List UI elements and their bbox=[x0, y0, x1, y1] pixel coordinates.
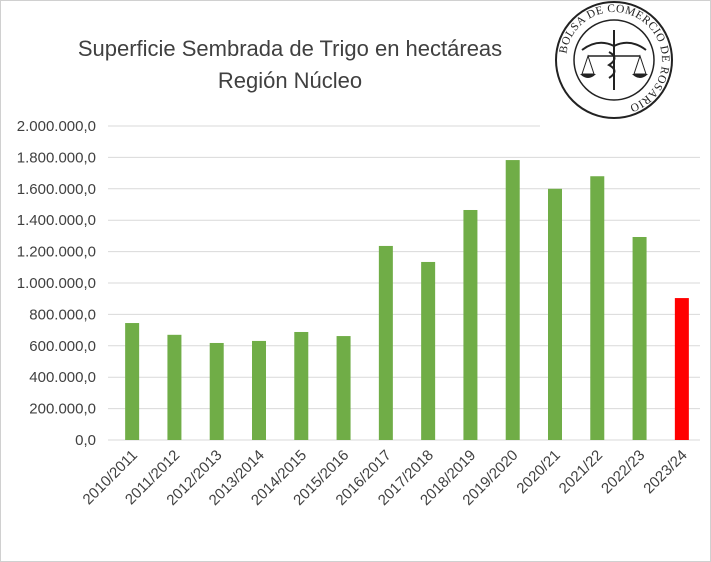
y-tick-label: 1.600.000,0 bbox=[17, 181, 96, 198]
bcr-logo: BOLSA DE COMERCIO DE ROSARIO bbox=[555, 1, 673, 119]
bar-2014-2015 bbox=[294, 331, 309, 440]
bar-2010-2011 bbox=[125, 323, 140, 440]
bar-2016-2017 bbox=[378, 245, 393, 440]
bar-2011-2012 bbox=[167, 334, 182, 440]
bar-2013-2014 bbox=[252, 340, 266, 440]
bar-2020-21 bbox=[548, 188, 562, 440]
bar-2023-24 bbox=[674, 298, 689, 440]
y-tick-label: 0,0 bbox=[75, 432, 96, 449]
bar-2022-23 bbox=[632, 236, 647, 440]
y-tick-label: 1.800.000,0 bbox=[17, 149, 96, 166]
bar-2017-2018 bbox=[421, 261, 436, 440]
y-tick-label: 1.400.000,0 bbox=[17, 212, 96, 229]
y-tick-label: 600.000,0 bbox=[29, 338, 96, 355]
y-tick-label: 1.200.000,0 bbox=[17, 244, 96, 261]
bar-2012-2013 bbox=[209, 342, 224, 440]
bar-2019-2020 bbox=[505, 160, 520, 440]
chart-title: Superficie Sembrada de Trigo en hectárea… bbox=[78, 36, 502, 61]
x-tick-label: 2021/22 bbox=[556, 447, 606, 497]
bar-2018-2019 bbox=[463, 209, 478, 440]
bar-2021-22 bbox=[590, 176, 605, 441]
x-tick-label: 2020/21 bbox=[513, 447, 563, 497]
y-tick-label: 1.000.000,0 bbox=[17, 275, 96, 292]
y-tick-label: 2.000.000,0 bbox=[17, 118, 96, 135]
y-tick-label: 800.000,0 bbox=[29, 306, 96, 323]
y-tick-label: 400.000,0 bbox=[29, 369, 96, 386]
chart-subtitle: Región Núcleo bbox=[218, 68, 362, 93]
y-tick-label: 200.000,0 bbox=[29, 401, 96, 418]
x-tick-label: 2022/23 bbox=[598, 447, 648, 497]
bar-2015-2016 bbox=[336, 336, 351, 440]
x-tick-label: 2023/24 bbox=[640, 447, 690, 497]
